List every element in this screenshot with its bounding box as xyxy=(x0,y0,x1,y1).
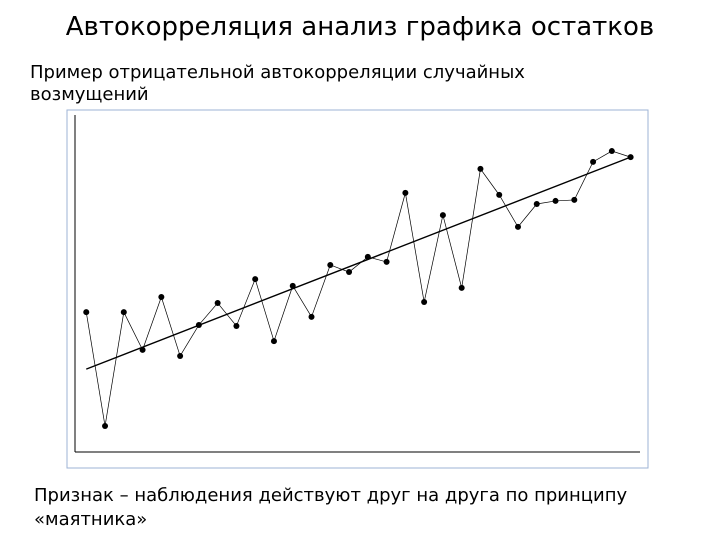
data-point xyxy=(458,284,465,291)
data-point xyxy=(496,191,503,198)
data-point xyxy=(590,158,597,165)
data-point xyxy=(233,322,240,329)
data-point xyxy=(514,223,521,230)
data-point xyxy=(346,269,353,276)
data-point xyxy=(139,346,146,353)
data-point xyxy=(364,253,371,260)
data-point xyxy=(214,300,221,307)
data-point xyxy=(83,309,90,316)
data-point xyxy=(270,338,277,345)
data-point xyxy=(421,299,428,306)
data-point xyxy=(627,154,634,161)
trend-line xyxy=(86,156,631,370)
data-point xyxy=(177,352,184,359)
data-point xyxy=(195,321,202,328)
data-point xyxy=(383,258,390,265)
data-point xyxy=(120,309,127,316)
plot-frame xyxy=(66,109,649,469)
data-point xyxy=(533,200,540,207)
data-point xyxy=(402,189,409,196)
data-point xyxy=(477,165,484,172)
slide-title: Автокорреляция анализ графика остатков xyxy=(65,12,655,42)
data-point xyxy=(289,282,296,289)
data-point xyxy=(571,196,578,203)
slide-caption: Признак – наблюдения действуют друг на д… xyxy=(34,485,628,530)
slide-subtitle: Пример отрицательной автокорреляции случ… xyxy=(30,62,525,105)
data-point xyxy=(102,423,109,430)
data-point xyxy=(608,148,615,155)
data-point xyxy=(308,313,315,320)
data-point xyxy=(439,212,446,219)
data-point xyxy=(252,276,259,283)
data-point xyxy=(327,261,334,268)
data-line xyxy=(85,150,631,427)
data-point xyxy=(158,293,165,300)
data-point xyxy=(552,197,559,204)
